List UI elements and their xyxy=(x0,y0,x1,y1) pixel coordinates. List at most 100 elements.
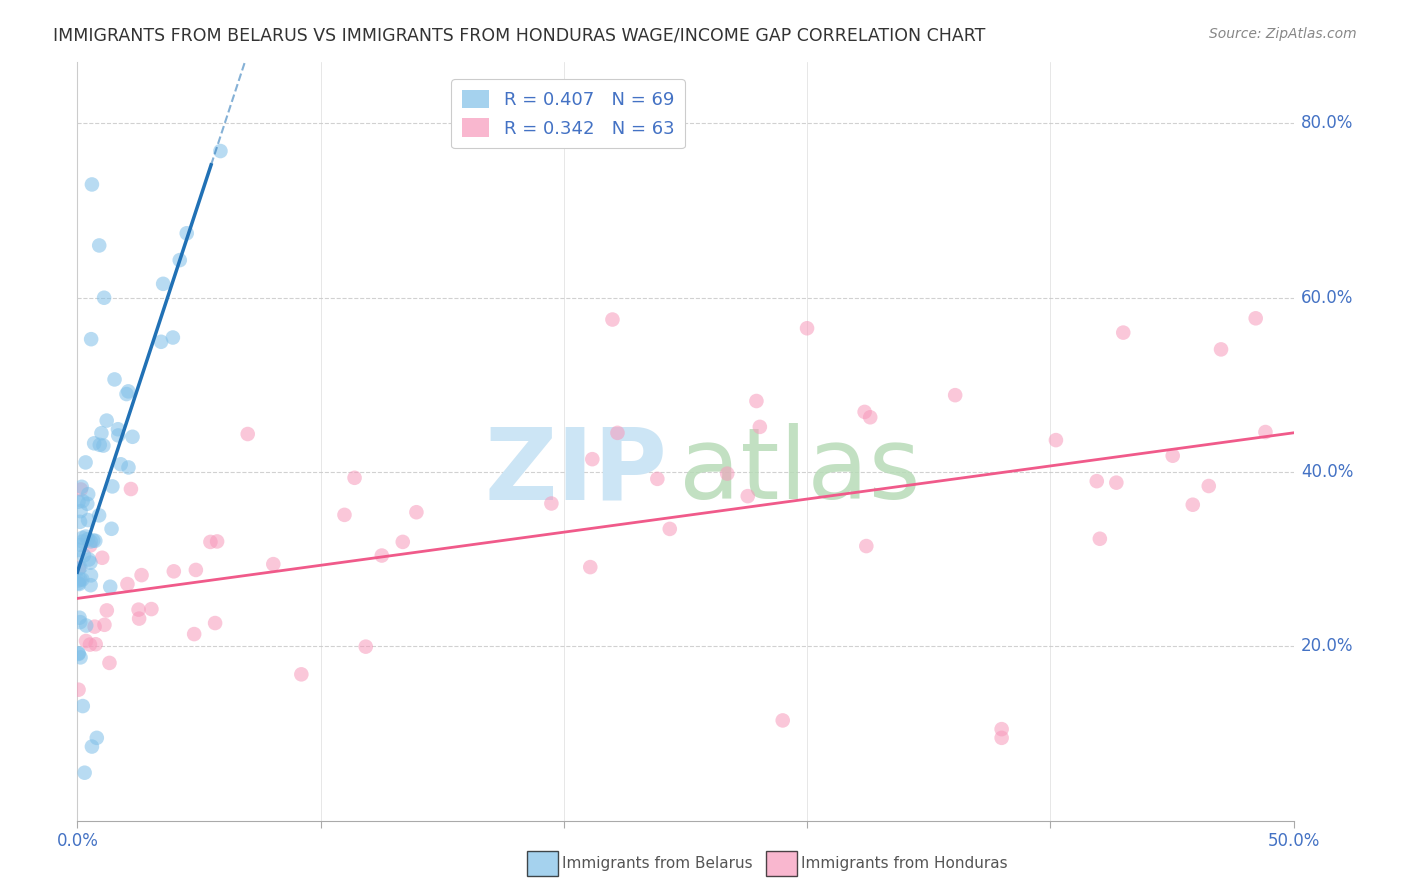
Point xyxy=(103,372,125,386)
Point xyxy=(67,561,90,575)
Point xyxy=(80,534,103,549)
Point xyxy=(162,330,184,344)
Point xyxy=(121,430,143,444)
Point xyxy=(1181,498,1204,512)
Point xyxy=(371,549,394,563)
Point xyxy=(84,637,107,651)
Point xyxy=(1045,433,1067,447)
Point xyxy=(405,505,427,519)
Point xyxy=(69,615,91,629)
Point xyxy=(76,497,98,511)
Point xyxy=(117,577,139,591)
Point xyxy=(290,667,312,681)
Point xyxy=(73,549,96,563)
Text: atlas: atlas xyxy=(679,424,921,520)
Point xyxy=(67,562,90,576)
Point xyxy=(79,556,101,570)
Point xyxy=(80,568,103,582)
Text: 80.0%: 80.0% xyxy=(1301,114,1353,132)
Point xyxy=(72,699,94,714)
Point xyxy=(737,489,759,503)
Point xyxy=(75,634,97,648)
Point xyxy=(67,682,90,697)
Point xyxy=(67,647,90,661)
Point xyxy=(117,384,139,399)
Point xyxy=(67,574,90,588)
Point xyxy=(93,291,115,305)
Point xyxy=(67,577,90,591)
Point xyxy=(67,494,90,508)
Text: 40.0%: 40.0% xyxy=(1301,463,1353,481)
Point xyxy=(73,765,96,780)
Point xyxy=(1161,449,1184,463)
Point xyxy=(90,426,112,441)
Point xyxy=(772,714,794,728)
Point xyxy=(1085,474,1108,488)
Point xyxy=(75,618,97,632)
Point xyxy=(853,405,876,419)
Point xyxy=(128,612,150,626)
Point xyxy=(1112,326,1135,340)
Point xyxy=(86,731,108,745)
Point xyxy=(745,394,768,409)
Point xyxy=(69,573,91,587)
Point xyxy=(82,533,104,548)
Point xyxy=(236,427,259,442)
Point xyxy=(69,504,91,518)
Point xyxy=(77,513,100,527)
Point xyxy=(79,578,101,592)
Text: ZIP: ZIP xyxy=(484,424,668,520)
Point xyxy=(84,533,107,548)
Point xyxy=(204,615,226,630)
Point xyxy=(70,480,93,494)
Point xyxy=(93,439,115,453)
Point xyxy=(141,602,163,616)
Point xyxy=(1209,343,1232,357)
Point xyxy=(70,483,93,497)
Point xyxy=(184,563,207,577)
Point xyxy=(76,532,98,546)
Point xyxy=(80,178,103,192)
Point xyxy=(117,460,139,475)
Point xyxy=(75,455,97,469)
Point xyxy=(150,334,173,349)
Point xyxy=(69,538,91,552)
Point xyxy=(93,617,115,632)
Point xyxy=(1088,532,1111,546)
Point xyxy=(115,387,138,401)
Point xyxy=(990,731,1012,745)
Point xyxy=(96,414,118,428)
Point xyxy=(87,508,110,523)
Point xyxy=(107,422,129,436)
Point xyxy=(152,277,174,291)
Point xyxy=(606,425,628,440)
Point xyxy=(859,410,882,425)
Point xyxy=(83,619,105,633)
Point xyxy=(855,539,877,553)
Point xyxy=(128,602,150,616)
Point xyxy=(343,471,366,485)
Text: Immigrants from Honduras: Immigrants from Honduras xyxy=(801,856,1008,871)
Point xyxy=(69,650,91,665)
Point xyxy=(83,436,105,450)
Point xyxy=(79,638,101,652)
Point xyxy=(333,508,356,522)
Point xyxy=(79,539,101,553)
Point xyxy=(1244,311,1267,326)
Point xyxy=(716,467,738,481)
Point xyxy=(131,568,153,582)
Point xyxy=(80,739,103,754)
Point xyxy=(602,312,624,326)
Point xyxy=(69,560,91,574)
Point xyxy=(120,482,142,496)
Text: 60.0%: 60.0% xyxy=(1301,289,1353,307)
Point xyxy=(581,452,603,467)
Point xyxy=(647,472,669,486)
Point xyxy=(1198,479,1220,493)
Point xyxy=(748,420,770,434)
Point xyxy=(658,522,681,536)
Point xyxy=(540,496,562,510)
Point xyxy=(200,535,222,549)
Point xyxy=(107,428,129,442)
Point xyxy=(101,479,124,493)
